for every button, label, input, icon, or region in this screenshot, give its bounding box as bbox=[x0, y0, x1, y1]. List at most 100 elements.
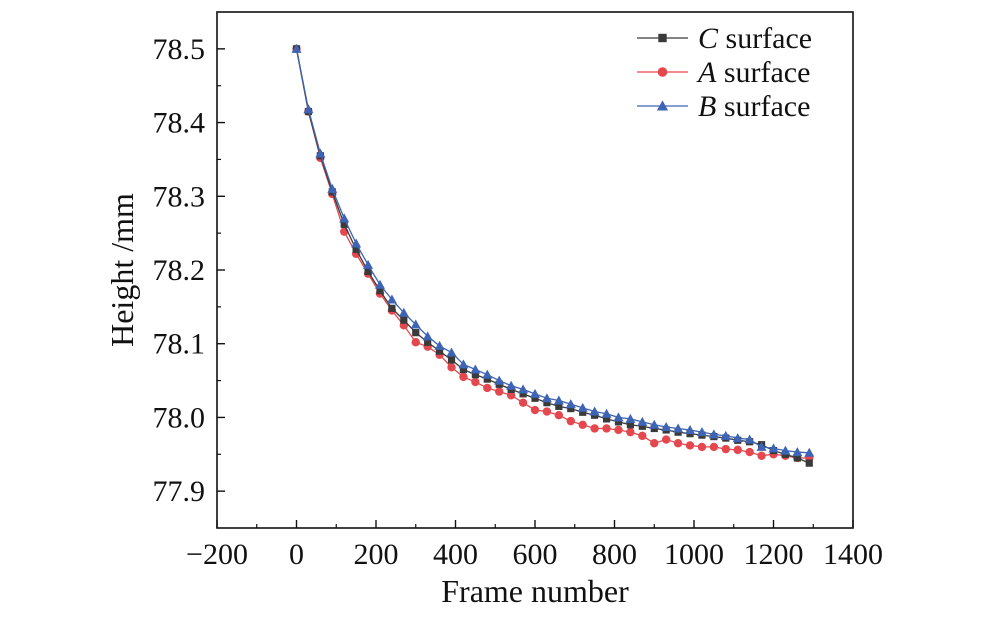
data-point bbox=[792, 447, 803, 457]
data-point bbox=[483, 375, 491, 383]
data-point bbox=[804, 447, 815, 457]
data-point bbox=[566, 416, 575, 426]
x-tick-label: 200 bbox=[354, 538, 399, 571]
data-point bbox=[614, 425, 623, 435]
legend-series-suffix: surface bbox=[716, 90, 810, 123]
data-point bbox=[756, 441, 767, 451]
data-point bbox=[578, 420, 587, 429]
data-point bbox=[626, 421, 634, 429]
legend-series-suffix: surface bbox=[716, 56, 810, 89]
data-point bbox=[412, 329, 420, 337]
data-point bbox=[553, 395, 564, 405]
data-point bbox=[602, 415, 611, 423]
data-point bbox=[340, 220, 348, 228]
data-point bbox=[601, 408, 612, 418]
data-point bbox=[424, 338, 432, 346]
data-point bbox=[579, 408, 587, 416]
data-point bbox=[459, 372, 468, 382]
y-tick-label: 78.5 bbox=[153, 33, 206, 66]
data-point bbox=[339, 213, 350, 223]
data-point bbox=[410, 319, 421, 329]
data-point bbox=[459, 365, 468, 374]
y-tick-label: 78.3 bbox=[153, 180, 206, 213]
data-point bbox=[364, 267, 372, 276]
data-point bbox=[720, 430, 731, 440]
data-point bbox=[363, 259, 374, 269]
data-point bbox=[554, 411, 564, 420]
data-point bbox=[518, 384, 529, 394]
legend-series-letter: B bbox=[698, 90, 716, 123]
data-point bbox=[303, 104, 314, 114]
data-point bbox=[757, 451, 766, 460]
x-tick-label: 800 bbox=[592, 538, 637, 571]
y-tick-label: 78.4 bbox=[153, 107, 206, 140]
data-point bbox=[471, 377, 480, 387]
x-tick-label: 600 bbox=[513, 538, 558, 571]
y-tick-label: 78.1 bbox=[153, 328, 206, 361]
series-layer bbox=[291, 43, 815, 467]
data-point bbox=[589, 406, 600, 416]
data-point bbox=[519, 390, 527, 398]
data-point bbox=[673, 423, 684, 433]
data-point bbox=[447, 363, 456, 372]
data-point bbox=[555, 402, 563, 410]
data-point bbox=[745, 447, 754, 457]
data-point bbox=[626, 427, 635, 437]
data-point bbox=[470, 364, 481, 374]
data-point bbox=[291, 43, 302, 53]
x-tick-label: 0 bbox=[289, 538, 304, 571]
data-point bbox=[446, 347, 457, 357]
legend-marker bbox=[657, 67, 668, 77]
legend-marker bbox=[656, 100, 669, 111]
data-point bbox=[613, 412, 624, 422]
data-point bbox=[661, 422, 672, 432]
legend-item-a: A surface bbox=[637, 56, 810, 89]
data-point bbox=[388, 304, 396, 312]
data-point bbox=[315, 148, 326, 158]
data-point bbox=[697, 442, 707, 452]
data-point bbox=[351, 238, 362, 248]
data-point bbox=[649, 419, 660, 429]
legend-item-b: B surface bbox=[637, 90, 810, 123]
y-tick-label: 77.9 bbox=[153, 475, 206, 508]
data-point bbox=[768, 443, 779, 453]
data-point bbox=[793, 454, 801, 462]
data-point bbox=[530, 405, 540, 415]
legend-item-c: C surface bbox=[637, 22, 812, 55]
data-point bbox=[577, 402, 588, 412]
x-tick-label: 400 bbox=[433, 538, 478, 571]
legend-label: A surface bbox=[696, 56, 810, 89]
data-point bbox=[506, 391, 516, 400]
data-point bbox=[733, 445, 742, 455]
data-point bbox=[386, 294, 397, 304]
data-point bbox=[732, 433, 743, 443]
legend-label: C surface bbox=[698, 22, 812, 55]
data-point bbox=[483, 383, 492, 393]
data-point bbox=[400, 316, 408, 324]
data-point bbox=[374, 279, 385, 289]
data-point bbox=[602, 424, 611, 433]
y-axis-title: Height /mm bbox=[104, 193, 140, 347]
data-point bbox=[482, 369, 493, 379]
data-point bbox=[709, 442, 719, 452]
data-point bbox=[531, 394, 539, 402]
data-point bbox=[436, 347, 444, 355]
data-point bbox=[625, 413, 636, 423]
data-point bbox=[458, 359, 469, 369]
data-point bbox=[495, 387, 504, 396]
legend-series-letter: C bbox=[698, 22, 719, 55]
legend-label: B surface bbox=[698, 90, 810, 123]
data-point bbox=[638, 422, 646, 430]
data-point bbox=[398, 307, 409, 317]
x-tick-label: 1000 bbox=[664, 538, 724, 571]
data-point bbox=[541, 393, 552, 403]
y-tick-label: 78.2 bbox=[153, 254, 206, 287]
data-point bbox=[518, 398, 528, 407]
legend-series-suffix: surface bbox=[718, 22, 812, 55]
data-point bbox=[447, 356, 456, 364]
data-point bbox=[673, 439, 683, 448]
data-point bbox=[685, 424, 696, 434]
data-point bbox=[708, 429, 719, 439]
